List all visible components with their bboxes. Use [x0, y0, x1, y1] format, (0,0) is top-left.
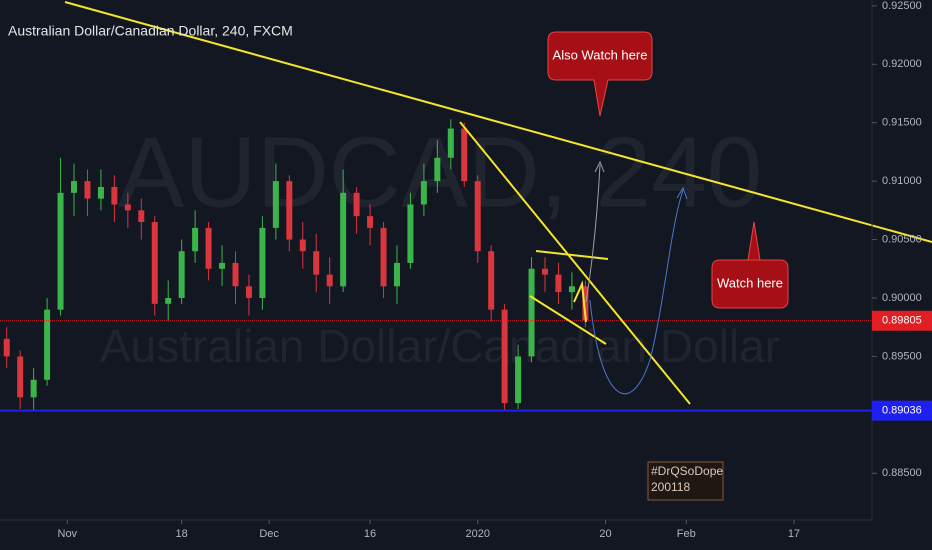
- candle-body: [111, 186, 118, 205]
- candle-body: [259, 227, 266, 298]
- projection-arrow: [585, 164, 601, 303]
- price-label: 0.89805: [882, 315, 922, 327]
- candle-body: [165, 297, 172, 304]
- candle-body: [393, 262, 400, 287]
- x-tick-label: 18: [176, 528, 188, 540]
- candle-body: [138, 210, 145, 223]
- candle-body: [434, 157, 441, 182]
- y-tick-label: 0.91000: [882, 175, 922, 187]
- candle-body: [192, 227, 199, 252]
- candle-body: [340, 192, 347, 287]
- candle-body: [3, 338, 10, 357]
- arrow-head: [676, 186, 688, 200]
- candle-body: [528, 268, 535, 357]
- candle-body: [582, 286, 589, 321]
- x-tick-label: 17: [788, 528, 800, 540]
- trendline: [64, 1, 932, 243]
- price-label-box: [872, 310, 932, 331]
- signature-text: 200118: [651, 480, 690, 494]
- price-label-box: [872, 400, 932, 421]
- chart-title: Australian Dollar/Canadian Dollar, 240, …: [8, 23, 293, 39]
- watermark: AUDCAD, 240 Australian Dollar/Canadian D…: [100, 116, 780, 372]
- trendline: [529, 295, 607, 345]
- watermark-name: Australian Dollar/Canadian Dollar: [100, 320, 780, 372]
- callout-text: Also Watch here: [553, 47, 648, 62]
- candle-body: [353, 192, 360, 217]
- candle-body: [313, 251, 320, 275]
- x-tick-label: Dec: [259, 528, 279, 540]
- candle-body: [380, 227, 387, 287]
- candle-body: [178, 251, 185, 298]
- signature-box: [647, 461, 724, 501]
- candle-body: [71, 181, 78, 193]
- candle-body: [232, 262, 239, 287]
- candle-body: [501, 309, 508, 404]
- y-tick-label: 0.90500: [882, 233, 922, 245]
- x-tick-label: 16: [364, 528, 376, 540]
- price-label: 0.89036: [882, 405, 922, 417]
- candle-body: [57, 192, 64, 310]
- x-tick-label: Nov: [58, 528, 78, 540]
- candle-body: [555, 274, 562, 293]
- candle-body: [17, 356, 24, 398]
- y-tick-label: 0.91500: [882, 117, 922, 129]
- trendline: [535, 250, 609, 260]
- candle-body: [326, 274, 333, 287]
- projection-arrow: [589, 189, 684, 395]
- candle-body: [420, 181, 427, 205]
- y-tick-label: 0.88500: [882, 467, 922, 479]
- arrow-head: [594, 160, 605, 173]
- candle-body: [245, 286, 252, 298]
- callout-text: Watch here: [717, 275, 783, 290]
- y-tick-label: 0.90000: [882, 292, 922, 304]
- candle-body: [151, 222, 158, 304]
- candle-body: [219, 262, 226, 269]
- trendline: [459, 121, 691, 405]
- callout: [547, 31, 653, 117]
- x-tick-label: Feb: [677, 528, 696, 540]
- candle-body: [44, 309, 51, 380]
- candle-body: [272, 181, 279, 228]
- drawings: Also Watch here Watch here #DrQSoDope 20…: [64, 1, 932, 501]
- candle-body: [286, 181, 293, 240]
- candle-body: [568, 286, 575, 293]
- plot-area: [0, 119, 872, 412]
- candle-body: [461, 128, 468, 182]
- zigzag: [573, 280, 587, 323]
- candle-body: [447, 128, 454, 158]
- candle-body: [407, 204, 414, 263]
- y-tick-label: 0.92500: [882, 0, 922, 12]
- candle-body: [84, 181, 91, 199]
- callout: [711, 221, 789, 309]
- y-tick-label: 0.89500: [882, 350, 922, 362]
- signature-text: #DrQSoDope: [651, 464, 723, 478]
- y-tick-label: 0.92000: [882, 58, 922, 70]
- candle-body: [299, 239, 306, 252]
- candle-body: [542, 268, 548, 275]
- candle-body: [205, 227, 212, 269]
- candle-body: [488, 251, 495, 310]
- candle-body: [97, 186, 104, 199]
- candle-body: [474, 181, 481, 252]
- candle-body: [30, 379, 37, 398]
- x-tick-label: 20: [599, 528, 611, 540]
- candle-body: [367, 216, 374, 228]
- candle-body: [515, 356, 522, 404]
- x-tick-label: 2020: [465, 528, 489, 540]
- candle-body: [124, 204, 131, 211]
